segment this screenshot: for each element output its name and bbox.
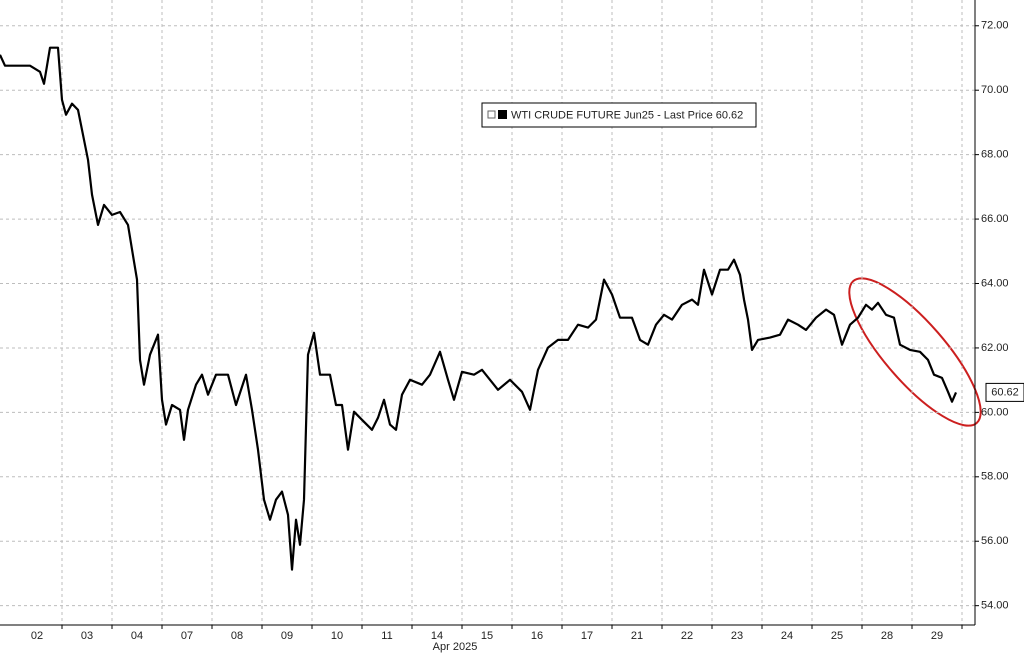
x-tick-label: 21 (631, 630, 643, 642)
legend-box (481, 102, 757, 128)
x-axis-label: Apr 2025 (433, 641, 478, 653)
y-tick-label: 60.00 (981, 406, 1009, 418)
x-tick-label: 07 (181, 630, 193, 642)
x-tick-label: 10 (331, 630, 343, 642)
highlight-ellipse (848, 277, 982, 427)
y-tick-label: 68.00 (981, 149, 1009, 161)
legend-toggle (487, 110, 496, 119)
y-tick-label: 64.00 (981, 277, 1009, 289)
x-tick-label: 03 (81, 630, 93, 642)
legend: WTI CRUDE FUTURE Jun25 - Last Price 60.6… (481, 102, 757, 128)
x-tick-label: 23 (731, 630, 743, 642)
x-tick-label: 02 (31, 630, 43, 642)
last-price-box (985, 382, 1024, 402)
x-tick-label: 08 (231, 630, 243, 642)
x-tick-label: 29 (931, 630, 943, 642)
y-tick-label: 70.00 (981, 84, 1009, 96)
y-tick-label: 54.00 (981, 600, 1009, 612)
x-tick-label: 11 (381, 630, 392, 642)
price-line (0, 46, 958, 571)
x-tick-label: 09 (281, 630, 293, 642)
x-tick-label: 14 (431, 630, 443, 642)
legend-label: WTI CRUDE FUTURE Jun25 - Last Price 60.6… (511, 109, 743, 121)
y-tick-label: 62.00 (981, 342, 1009, 354)
x-tick-label: 15 (481, 630, 493, 642)
y-tick-label: 58.00 (981, 471, 1009, 483)
x-tick-label: 04 (131, 630, 143, 642)
last-price-label: 60.62 (991, 386, 1019, 398)
x-tick-label: 17 (581, 630, 593, 642)
y-tick-label: 72.00 (981, 20, 1009, 32)
y-tick-label: 56.00 (981, 535, 1009, 547)
y-tick-label: 66.00 (981, 213, 1009, 225)
x-tick-label: 28 (881, 630, 893, 642)
x-tick-label: 16 (531, 630, 543, 642)
legend-swatch (498, 110, 507, 119)
x-tick-label: 22 (681, 630, 693, 642)
x-tick-label: 25 (831, 630, 843, 642)
x-tick-label: 24 (781, 630, 793, 642)
